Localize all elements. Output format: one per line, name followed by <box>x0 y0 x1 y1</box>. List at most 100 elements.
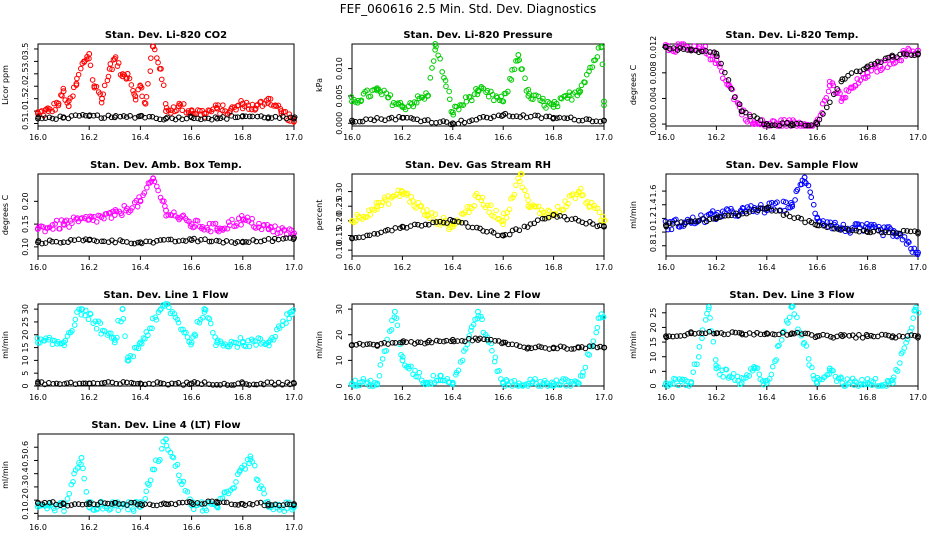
data-point <box>374 87 381 94</box>
scatter-point <box>601 102 607 109</box>
scatter-point <box>107 61 114 67</box>
scatter-point <box>887 61 893 68</box>
scatter-point <box>571 116 578 123</box>
scatter-point <box>228 239 235 245</box>
scatter-point <box>180 478 187 485</box>
scatter-point <box>168 500 175 507</box>
data-point <box>163 301 169 307</box>
x-tick-label: 17.0 <box>909 133 927 142</box>
scatter-point <box>57 226 63 232</box>
scatter-point <box>205 227 211 233</box>
x-tick-label: 16.8 <box>545 133 563 142</box>
scatter-point <box>366 232 373 239</box>
scatter-point <box>135 239 141 246</box>
data-point <box>424 339 431 346</box>
scatter-point <box>712 357 719 363</box>
scatter-point <box>107 209 113 216</box>
scatter-point <box>808 194 815 201</box>
scatter-point <box>794 186 801 193</box>
x-tick-label: 16.4 <box>131 133 149 142</box>
scatter-point <box>66 224 72 230</box>
scatter-point <box>213 237 220 244</box>
data-point <box>239 239 246 246</box>
scatter-point <box>101 379 108 386</box>
scatter-point <box>570 191 576 197</box>
scatter-point <box>169 115 176 122</box>
data-point <box>349 98 355 105</box>
scatter-point <box>490 229 497 236</box>
scatter-point <box>766 200 773 207</box>
data-point <box>601 98 607 105</box>
data-point <box>137 198 144 205</box>
scatter-point <box>557 343 564 350</box>
scatter-point <box>184 489 191 495</box>
scatter-point <box>371 230 378 237</box>
scatter-point <box>513 226 519 232</box>
scatter-point <box>545 214 552 221</box>
scatter-point <box>769 363 776 370</box>
y-tick-label: 0.15 <box>335 227 344 245</box>
scatter-point <box>352 234 359 241</box>
scatter-point <box>39 115 45 122</box>
scatter-point <box>416 369 423 376</box>
scatter-point <box>908 52 915 58</box>
scatter-point <box>484 87 491 94</box>
scatter-point <box>49 222 56 228</box>
scatter-point <box>80 465 86 472</box>
data-point <box>399 339 406 346</box>
data-point <box>137 83 144 90</box>
scatter-point <box>446 96 453 103</box>
scatter-point <box>144 184 150 191</box>
scatter-point <box>509 67 515 73</box>
data-point <box>374 380 381 387</box>
y-tick-label: 0.012 <box>649 36 658 59</box>
scatter-point <box>479 316 485 323</box>
scatter-point <box>154 55 160 61</box>
scatter-point <box>133 197 140 204</box>
scatter-point <box>389 339 396 346</box>
x-tick-label: 16.2 <box>707 133 725 142</box>
scatter-point <box>145 332 151 339</box>
scatter-point <box>576 117 582 124</box>
scatter-point <box>352 218 359 224</box>
y-tick-label: 0.10 <box>335 241 344 259</box>
scatter-point <box>462 346 469 352</box>
scatter-point <box>830 82 837 89</box>
data-point <box>137 113 144 120</box>
scatter-point <box>820 111 826 117</box>
x-tick-label: 16.0 <box>657 393 675 402</box>
scatter-point <box>803 343 810 349</box>
scatter-point <box>355 97 361 104</box>
x-tick-label: 16.2 <box>80 263 98 272</box>
scatter-point <box>410 116 417 122</box>
scatter-point <box>172 238 179 245</box>
series-black <box>663 204 921 237</box>
scatter-point <box>582 364 589 371</box>
scatter-point <box>560 376 566 382</box>
scatter-point <box>152 314 159 320</box>
scatter-point <box>696 330 702 336</box>
scatter-point <box>560 206 567 213</box>
scatter-point <box>221 380 227 387</box>
scatter-point <box>175 319 182 326</box>
scatter-point <box>108 215 115 221</box>
scatter-point <box>913 304 919 311</box>
data-point <box>889 53 896 60</box>
data-point <box>163 115 169 122</box>
scatter-point <box>280 236 287 242</box>
scatter-point <box>579 373 586 379</box>
data-point <box>475 308 481 315</box>
scatter-point <box>890 230 896 236</box>
scatter-point <box>516 227 523 234</box>
y-tick-label: 0.10 <box>21 238 30 256</box>
scatter-point <box>229 216 235 223</box>
scatter-point <box>407 199 413 205</box>
data-point <box>801 174 808 181</box>
scatter-point <box>561 115 568 121</box>
scatter-point <box>441 74 447 81</box>
scatter-point <box>784 332 790 338</box>
data-point <box>826 365 833 372</box>
scatter-point <box>283 320 289 326</box>
scatter-point <box>199 501 205 507</box>
scatter-point <box>534 217 541 223</box>
